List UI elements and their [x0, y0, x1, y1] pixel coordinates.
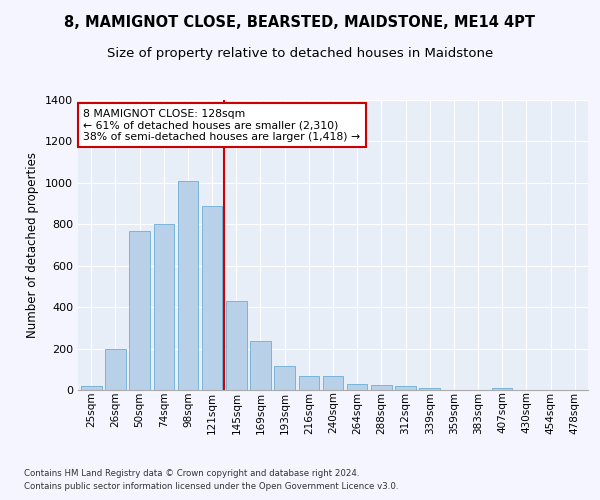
Bar — [299, 376, 319, 390]
Bar — [105, 348, 126, 390]
Bar — [371, 386, 392, 390]
Bar — [250, 342, 271, 390]
Bar — [395, 386, 416, 390]
Bar — [81, 386, 101, 390]
Text: Contains HM Land Registry data © Crown copyright and database right 2024.: Contains HM Land Registry data © Crown c… — [24, 468, 359, 477]
Bar — [323, 376, 343, 390]
Bar — [130, 230, 150, 390]
Bar — [347, 384, 367, 390]
Text: 8, MAMIGNOT CLOSE, BEARSTED, MAIDSTONE, ME14 4PT: 8, MAMIGNOT CLOSE, BEARSTED, MAIDSTONE, … — [65, 15, 536, 30]
Text: Size of property relative to detached houses in Maidstone: Size of property relative to detached ho… — [107, 48, 493, 60]
Bar — [178, 181, 198, 390]
Text: 8 MAMIGNOT CLOSE: 128sqm
← 61% of detached houses are smaller (2,310)
38% of sem: 8 MAMIGNOT CLOSE: 128sqm ← 61% of detach… — [83, 108, 360, 142]
Bar — [274, 366, 295, 390]
Y-axis label: Number of detached properties: Number of detached properties — [26, 152, 40, 338]
Bar — [492, 388, 512, 390]
Bar — [154, 224, 174, 390]
Bar — [419, 388, 440, 390]
Bar — [202, 206, 223, 390]
Bar — [226, 301, 247, 390]
Text: Contains public sector information licensed under the Open Government Licence v3: Contains public sector information licen… — [24, 482, 398, 491]
